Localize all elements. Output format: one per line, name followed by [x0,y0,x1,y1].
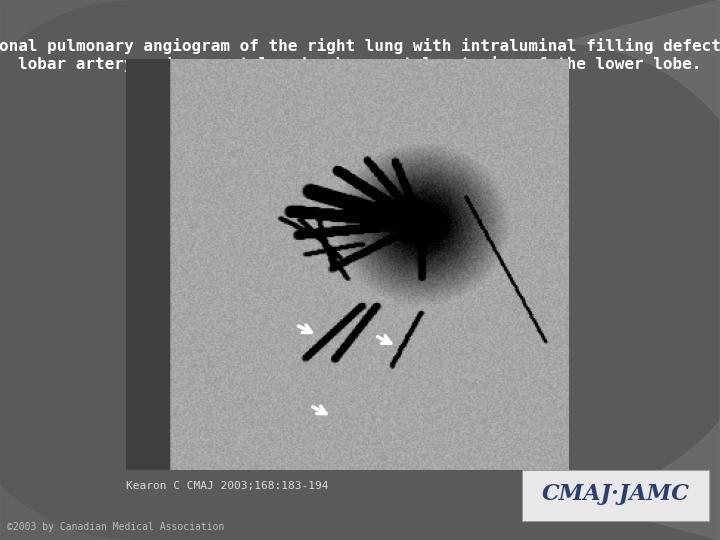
Text: Conventional pulmonary angiogram of the right lung with intraluminal filling def: Conventional pulmonary angiogram of the … [0,38,720,72]
Polygon shape [562,0,720,540]
FancyBboxPatch shape [522,470,709,521]
Text: ©2003 by Canadian Medical Association: ©2003 by Canadian Medical Association [7,522,225,532]
Text: CMAJ·JAMC: CMAJ·JAMC [541,483,690,505]
Polygon shape [0,0,130,540]
Text: Kearon C CMAJ 2003;168:183-194: Kearon C CMAJ 2003;168:183-194 [126,481,328,491]
